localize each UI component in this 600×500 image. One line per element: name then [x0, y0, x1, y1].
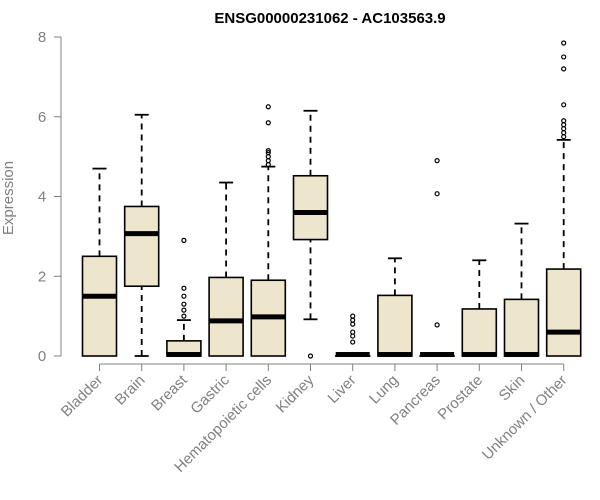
- x-tick-label: Breast: [148, 371, 191, 414]
- y-tick-label: 6: [38, 109, 46, 126]
- chart-title: ENSG00000231062 - AC103563.9: [214, 10, 445, 27]
- box-iqr: [377, 294, 413, 357]
- outlier-point: [307, 353, 314, 359]
- outlier-point: [181, 285, 187, 291]
- outlier-point: [561, 40, 567, 46]
- outlier-point: [265, 120, 271, 126]
- outlier-point: [434, 191, 440, 197]
- y-axis-label: Expression: [0, 161, 17, 235]
- x-tick-label: Brain: [112, 372, 149, 409]
- y-tick-label: 0: [38, 348, 46, 365]
- outlier-point: [561, 66, 567, 72]
- box-iqr: [292, 174, 329, 241]
- outlier-point: [181, 293, 187, 299]
- x-tick-label: Prostate: [435, 372, 487, 424]
- box-8: [419, 158, 455, 357]
- y-tick-label: 4: [38, 189, 46, 206]
- outlier-point: [265, 148, 271, 154]
- outlier-point: [181, 237, 187, 243]
- x-tick-label: Lung: [366, 372, 402, 408]
- y-axis: 0 2 4 6 8: [38, 29, 62, 365]
- box-11: [545, 40, 582, 357]
- outlier-point: [265, 150, 271, 156]
- y-tick-label: 2: [38, 268, 46, 285]
- box-iqr: [123, 205, 160, 288]
- box-iqr: [461, 308, 498, 357]
- box-1: [123, 113, 160, 357]
- box-10: [503, 222, 540, 357]
- box-3: [208, 181, 244, 357]
- box-2: [166, 237, 202, 357]
- box-iqr: [545, 268, 582, 357]
- box-iqr: [503, 298, 540, 357]
- x-tick-label: Skin: [496, 372, 529, 405]
- box-6: [334, 313, 371, 357]
- outlier-point: [350, 329, 356, 335]
- outlier-point: [434, 158, 440, 164]
- outlier-point: [561, 102, 567, 108]
- outlier-point: [181, 307, 187, 313]
- box-series: [81, 40, 582, 359]
- box-7: [377, 257, 413, 357]
- box-5: [292, 109, 329, 359]
- box-0: [81, 167, 118, 357]
- y-tick-label: 8: [38, 29, 46, 46]
- outlier-point: [350, 339, 356, 345]
- outlier-point: [181, 313, 187, 319]
- x-tick-label: Kidney: [273, 371, 318, 416]
- x-tick-label: Liver: [325, 372, 360, 407]
- box-9: [461, 259, 498, 357]
- box-iqr: [81, 255, 118, 357]
- x-tick-label: Bladder: [58, 372, 107, 421]
- outlier-point: [350, 313, 356, 319]
- box-iqr: [208, 276, 244, 357]
- outlier-point: [181, 301, 187, 307]
- outlier-point: [434, 322, 440, 328]
- box-4: [250, 104, 287, 357]
- outlier-point: [265, 104, 271, 110]
- outlier-point: [561, 54, 567, 60]
- outlier-point: [561, 118, 567, 124]
